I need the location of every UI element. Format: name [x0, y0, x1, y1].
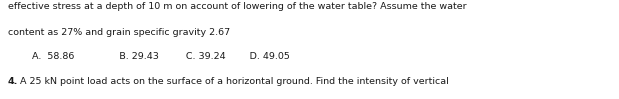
Text: A.  58.86               B. 29.43         C. 39.24        D. 49.05: A. 58.86 B. 29.43 C. 39.24 D. 49.05 [8, 52, 290, 61]
Text: 4.: 4. [8, 77, 19, 86]
Text: content as 27% and grain specific gravity 2.67: content as 27% and grain specific gravit… [8, 28, 230, 37]
Text: A 25 kN point load acts on the surface of a horizontal ground. Find the intensit: A 25 kN point load acts on the surface o… [8, 77, 449, 86]
Text: effective stress at a depth of 10 m on account of lowering of the water table? A: effective stress at a depth of 10 m on a… [8, 2, 467, 11]
